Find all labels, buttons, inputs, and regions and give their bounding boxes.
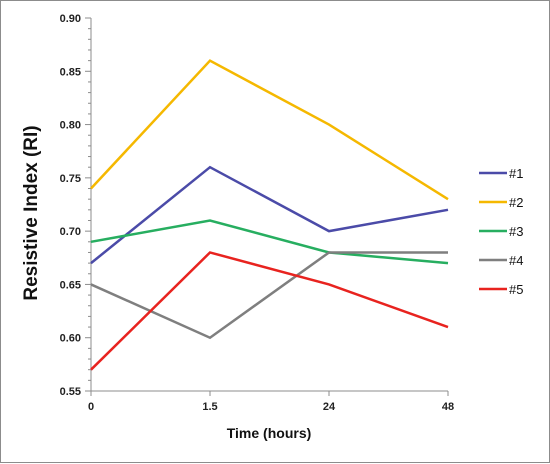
- x-tick-label: 0: [88, 401, 94, 413]
- y-tick-label: 0.70: [60, 226, 81, 238]
- y-axis-title: Resistive Index (RI): [21, 125, 42, 300]
- y-tick-label: 0.75: [60, 173, 81, 185]
- series-lines: [90, 59, 449, 371]
- y-tick-label: 0.80: [60, 120, 81, 132]
- x-tick-label: 1.5: [202, 401, 217, 413]
- x-tick-label: 48: [442, 401, 454, 413]
- y-tick-label: 0.90: [60, 13, 81, 25]
- legend-label: #1: [509, 166, 523, 181]
- y-tick-label: 0.65: [60, 279, 81, 291]
- series-line: [90, 165, 449, 265]
- legend-label: #4: [509, 253, 523, 268]
- series-line: [90, 219, 449, 265]
- x-tick-label: 24: [323, 401, 336, 413]
- series-line: [90, 251, 448, 340]
- y-tick-label: 0.85: [60, 66, 81, 78]
- x-axis-title: Time (hours): [227, 425, 312, 441]
- series-line: [90, 59, 449, 201]
- legend-label: #5: [509, 282, 523, 297]
- y-tick-label: 0.60: [60, 333, 81, 345]
- legend-label: #2: [509, 195, 523, 210]
- legend: #1 #2 #3 #4 #5: [479, 166, 523, 297]
- axes: 0.55 0.60 0.65 0.70 0.75 0.80 0.85 0.90 0 1.5 24 48: [60, 13, 455, 413]
- series-line: [90, 251, 449, 371]
- y-tick-label: 0.55: [60, 386, 81, 398]
- legend-label: #3: [509, 224, 523, 239]
